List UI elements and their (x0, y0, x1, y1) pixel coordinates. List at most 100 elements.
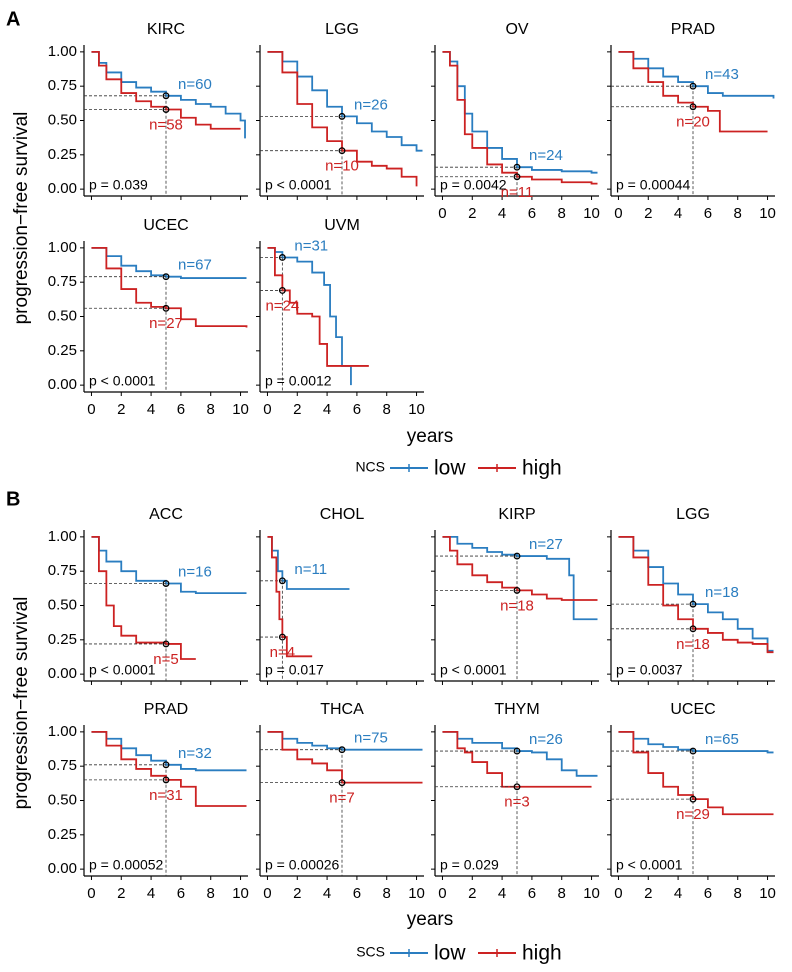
x-tick-label: 10 (408, 401, 425, 418)
landmark-point (162, 106, 170, 113)
survival-curve (618, 50, 768, 133)
panel-title: CHOL (320, 506, 365, 523)
x-axis-label: years (407, 426, 453, 447)
y-tick-label: 0.75 (48, 757, 77, 774)
survival-curve (91, 246, 247, 279)
x-tick-label: 6 (528, 205, 536, 222)
landmark-point (513, 783, 521, 791)
n-label: n=58 (149, 116, 183, 133)
y-tick-label: 0.50 (48, 596, 77, 613)
n-label: n=20 (676, 114, 710, 131)
panel-title: THCA (320, 701, 364, 718)
landmark-point (513, 747, 521, 755)
n-label: n=5 (153, 651, 178, 668)
y-tick-label: 0.50 (48, 111, 77, 128)
x-tick-label: 8 (207, 885, 215, 902)
n-label: n=31 (149, 787, 183, 804)
y-tick-label: 1.00 (48, 43, 77, 60)
survival-curve (91, 50, 241, 130)
x-tick-label: 6 (353, 885, 361, 902)
x-tick-label: 0 (614, 885, 622, 902)
panel-title: LGG (676, 506, 710, 523)
x-tick-label: 2 (117, 885, 125, 902)
survival-curve (91, 730, 247, 807)
landmark-point (513, 163, 521, 171)
landmark-point (689, 600, 697, 608)
panel-title: UCEC (670, 701, 715, 718)
p-value: p < 0.0001 (616, 857, 683, 873)
landmark-point (162, 580, 170, 587)
n-label: n=18 (500, 597, 534, 614)
y-tick-label: 0.25 (48, 631, 77, 648)
x-tick-label: 2 (117, 401, 125, 418)
x-tick-label: 10 (759, 205, 776, 222)
landmark-point (689, 103, 697, 111)
n-label: n=31 (294, 237, 328, 254)
panel-label: B (6, 488, 20, 510)
y-axis-label: progression−free survival (11, 597, 32, 810)
n-label: n=11 (501, 184, 534, 201)
x-axis-label: years (407, 909, 453, 930)
x-tick-label: 6 (177, 885, 185, 902)
x-tick-label: 10 (232, 401, 249, 418)
x-tick-label: 0 (438, 885, 446, 902)
survival-curve (618, 535, 774, 652)
x-tick-label: 4 (323, 401, 331, 418)
x-tick-label: 10 (759, 885, 776, 902)
y-tick-label: 0.75 (48, 77, 77, 94)
p-value: p = 0.00026 (265, 857, 340, 873)
landmark-point (338, 779, 346, 787)
survival-curve (618, 730, 774, 754)
y-tick-label: 0.25 (48, 146, 77, 163)
n-label: n=27 (149, 315, 183, 332)
survival-curve (267, 535, 313, 658)
p-value: p < 0.0001 (440, 662, 507, 678)
y-tick-label: 0.50 (48, 307, 77, 324)
n-label: n=65 (705, 731, 739, 748)
p-value: p = 0.0037 (616, 662, 683, 678)
landmark-point (338, 112, 346, 120)
x-tick-label: 6 (704, 885, 712, 902)
n-label: n=75 (354, 730, 388, 747)
survival-curve (267, 246, 369, 367)
panel-title: OV (505, 21, 528, 38)
y-tick-label: 0.00 (48, 860, 77, 877)
landmark-point (162, 304, 170, 312)
x-tick-label: 0 (87, 885, 95, 902)
y-tick-label: 1.00 (48, 528, 77, 545)
x-tick-label: 6 (353, 401, 361, 418)
y-tick-label: 1.00 (48, 723, 77, 740)
landmark-point (162, 273, 170, 281)
landmark-point (689, 747, 697, 755)
y-axis-label: progression−free survival (11, 112, 32, 325)
x-tick-label: 10 (232, 885, 249, 902)
n-label: n=24 (529, 147, 563, 164)
x-tick-label: 6 (704, 205, 712, 222)
x-tick-label: 4 (674, 885, 682, 902)
survival-curve (267, 730, 423, 751)
p-value: p = 0.017 (265, 662, 324, 678)
x-tick-label: 10 (408, 885, 425, 902)
y-tick-label: 1.00 (48, 239, 77, 256)
n-label: n=29 (676, 806, 710, 823)
n-label: n=18 (676, 636, 710, 653)
p-value: p = 0.00052 (89, 857, 164, 873)
landmark-point (689, 625, 697, 633)
n-label: n=24 (265, 297, 299, 314)
p-value: p = 0.00044 (616, 177, 691, 193)
landmark-point (162, 640, 170, 648)
survival-curve (91, 246, 248, 328)
landmark-point (689, 82, 697, 90)
x-tick-label: 4 (147, 885, 155, 902)
x-tick-label: 0 (438, 205, 446, 222)
n-label: n=43 (705, 66, 739, 83)
panel-title: ACC (149, 506, 183, 523)
x-tick-label: 4 (498, 205, 506, 222)
survival-curve (442, 730, 592, 788)
survival-curve (91, 535, 196, 660)
survival-curve (267, 246, 352, 386)
survival-curve (442, 50, 598, 185)
panel-title: KIRC (147, 21, 185, 38)
y-tick-label: 0.00 (48, 376, 77, 393)
x-tick-label: 4 (147, 401, 155, 418)
